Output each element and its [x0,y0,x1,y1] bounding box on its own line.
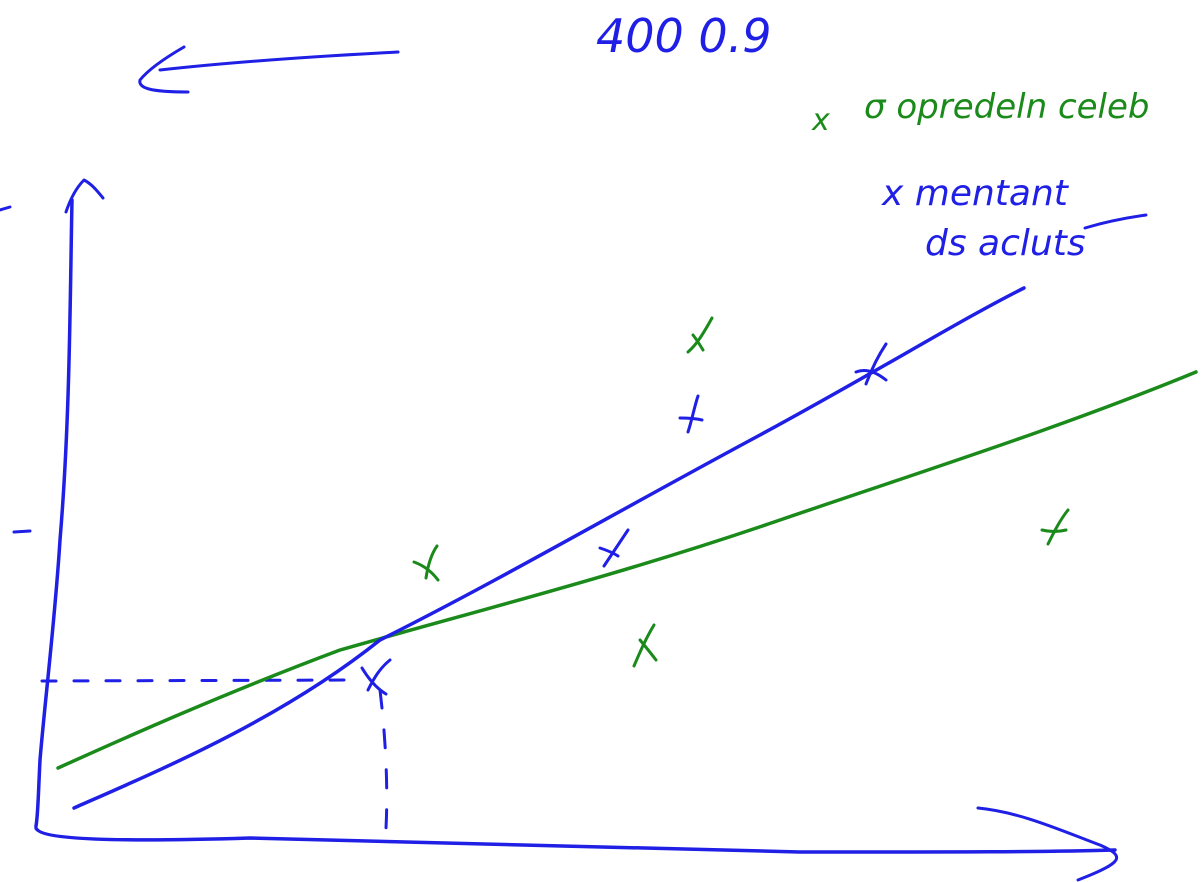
legend-blue-underline [1083,213,1148,230]
blue-data-point [360,658,392,696]
blue-data-point [854,342,888,386]
arrow-right-icon [34,806,1119,882]
dashed-horizontal-guide [40,678,362,683]
green-data-point [412,544,440,582]
blue-data-point [598,528,630,568]
green-data-point [632,623,658,668]
legend-blue-label-line2: ds acluts [925,223,1086,264]
green-data-point [686,316,714,354]
header-note: 400 0.9 [596,9,772,63]
arrow-up-icon [34,178,105,828]
blue-fit-line [72,286,1026,810]
green-data-point [1040,508,1070,546]
arrow-left-icon [138,45,400,94]
y-tick-mark-top [0,205,12,212]
legend-green-label: σ opredeln celeb [864,87,1150,127]
blue-data-point [678,394,704,434]
green-fit-line [56,370,1198,770]
legend-blue-label-line1: x mentant [881,173,1070,214]
y-tick-mark-middle [12,529,32,534]
legend-green-marker: x [811,103,830,138]
dashed-vertical-guide [378,688,389,830]
